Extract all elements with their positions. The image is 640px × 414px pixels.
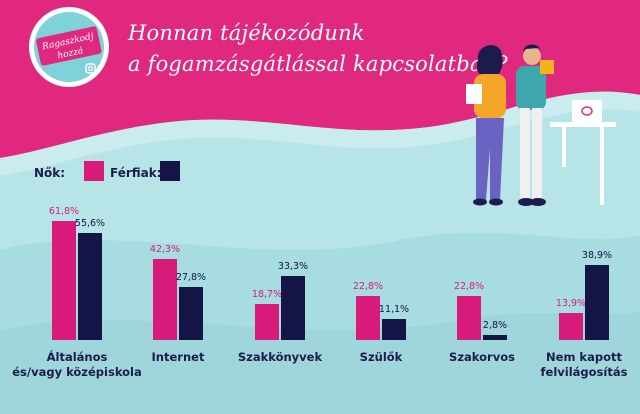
value-label-nok-4: 22,8% [352, 281, 384, 293]
bar-ferfiak-6 [585, 265, 609, 340]
value-label-ferfiak-1: 55,6% [74, 218, 106, 230]
bar-nok-5 [457, 296, 481, 340]
bar-nok-6 [559, 313, 583, 340]
bar-nok-1 [52, 221, 76, 340]
category-label-5: Szakorvos [449, 350, 515, 364]
value-label-ferfiak-5: 2,8% [482, 319, 508, 331]
category-label-3: Szakkönyvek [237, 350, 323, 364]
bar-nok-4 [356, 296, 380, 340]
value-label-nok-3: 18,7% [251, 289, 283, 301]
legend-swatch-women [84, 161, 104, 181]
category-label-4: Szülők [359, 350, 403, 364]
bar-ferfiak-2 [179, 286, 203, 340]
instagram-icon [85, 63, 96, 74]
value-label-nok-2: 42,3% [149, 243, 181, 255]
people-illustration [466, 44, 616, 206]
bar-ferfiak-3 [281, 275, 305, 340]
legend-label-women: Nők: [34, 166, 66, 180]
category-label-1: Általános és/vagy középiskola [12, 350, 142, 379]
value-label-ferfiak-6: 38,9% [581, 250, 613, 262]
value-label-ferfiak-4: 11,1% [378, 303, 410, 315]
chart-title-line1: Honnan tájékozódunk [128, 21, 365, 45]
value-label-nok-1: 61,8% [48, 206, 80, 218]
logo-text-line2: hozzá [56, 45, 84, 61]
bar-ferfiak-1 [78, 233, 102, 340]
value-label-nok-5: 22,8% [453, 281, 485, 293]
legend-swatch-men [160, 161, 180, 181]
legend-label-men: Férfiak: [110, 166, 162, 180]
value-label-ferfiak-2: 27,8% [175, 271, 207, 283]
value-label-ferfiak-3: 33,3% [277, 260, 309, 272]
category-label-2: Internet [151, 350, 205, 364]
chart-title-line2: a fogamzásgátlással kapcsolatban? [128, 52, 508, 76]
category-label-6: Nem kapott felvilágosítás [540, 350, 628, 379]
bar-nok-3 [255, 304, 279, 340]
bar-ferfiak-5 [483, 334, 507, 340]
brand-logo: Ragaszkodj hozzá [29, 7, 109, 87]
value-label-nok-6: 13,9% [555, 298, 587, 310]
bar-nok-2 [153, 258, 177, 340]
bar-ferfiak-4 [382, 318, 406, 340]
